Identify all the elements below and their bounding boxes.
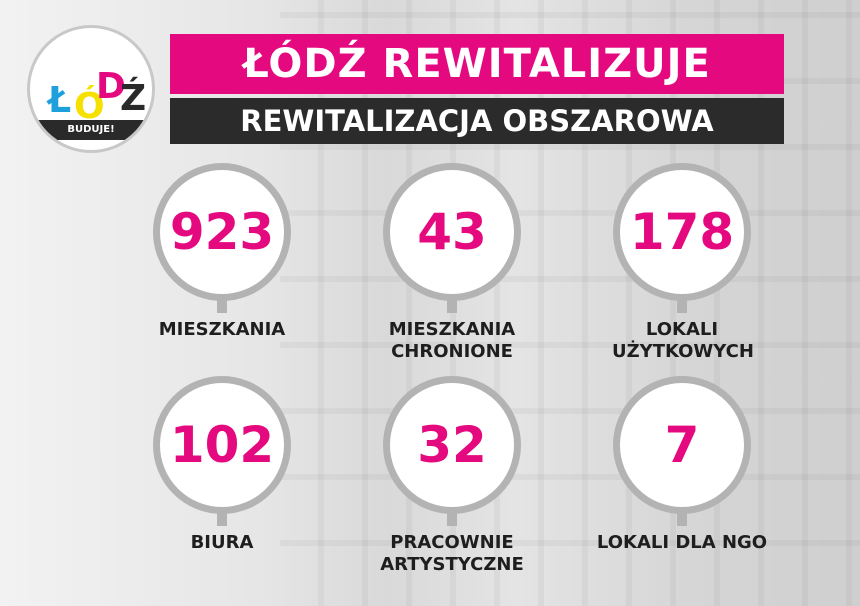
circle-stem <box>217 299 227 313</box>
stat-value: 32 <box>383 376 521 514</box>
page-subtitle: REWITALIZACJA OBSZAROWA <box>170 98 784 144</box>
page-title: ŁÓDŹ REWITALIZUJE <box>170 34 784 94</box>
stat-value: 7 <box>613 376 751 514</box>
circle-stem <box>447 512 457 526</box>
stat-label: LOKALI DLA NGO <box>596 532 768 553</box>
circle-stem <box>677 512 687 526</box>
lodz-buduje-logo: Ł Ó D Ź BUDUJE! <box>27 25 155 153</box>
stat-label: LOKALI UŻYTKOWYCH <box>612 319 754 362</box>
stat-item: 32 PRACOWNIE ARTYSTYCZNE <box>337 376 567 576</box>
stat-item: 102 BIURA <box>107 376 337 554</box>
logo-letter: D <box>96 66 126 107</box>
stat-label: MIESZKANIA <box>158 319 286 340</box>
stat-item: 7 LOKALI DLA NGO <box>567 376 797 554</box>
logo-letter: Ź <box>120 78 147 119</box>
stat-label: PRACOWNIE ARTYSTYCZNE <box>380 532 524 575</box>
stat-item: 178 LOKALI UŻYTKOWYCH <box>567 163 797 363</box>
stat-label: MIESZKANIA CHRONIONE <box>388 319 516 362</box>
circle-stem <box>217 512 227 526</box>
stat-item: 923 MIESZKANIA <box>107 163 337 341</box>
logo-tagline: BUDUJE! <box>38 120 144 140</box>
logo-letter: Ł <box>48 80 72 121</box>
stat-value: 102 <box>153 376 291 514</box>
circle-stem <box>447 299 457 313</box>
stat-value: 923 <box>153 163 291 301</box>
stat-value: 43 <box>383 163 521 301</box>
stat-label: BIURA <box>190 532 254 553</box>
circle-stem <box>677 299 687 313</box>
stat-value: 178 <box>613 163 751 301</box>
stat-item: 43 MIESZKANIA CHRONIONE <box>337 163 567 363</box>
